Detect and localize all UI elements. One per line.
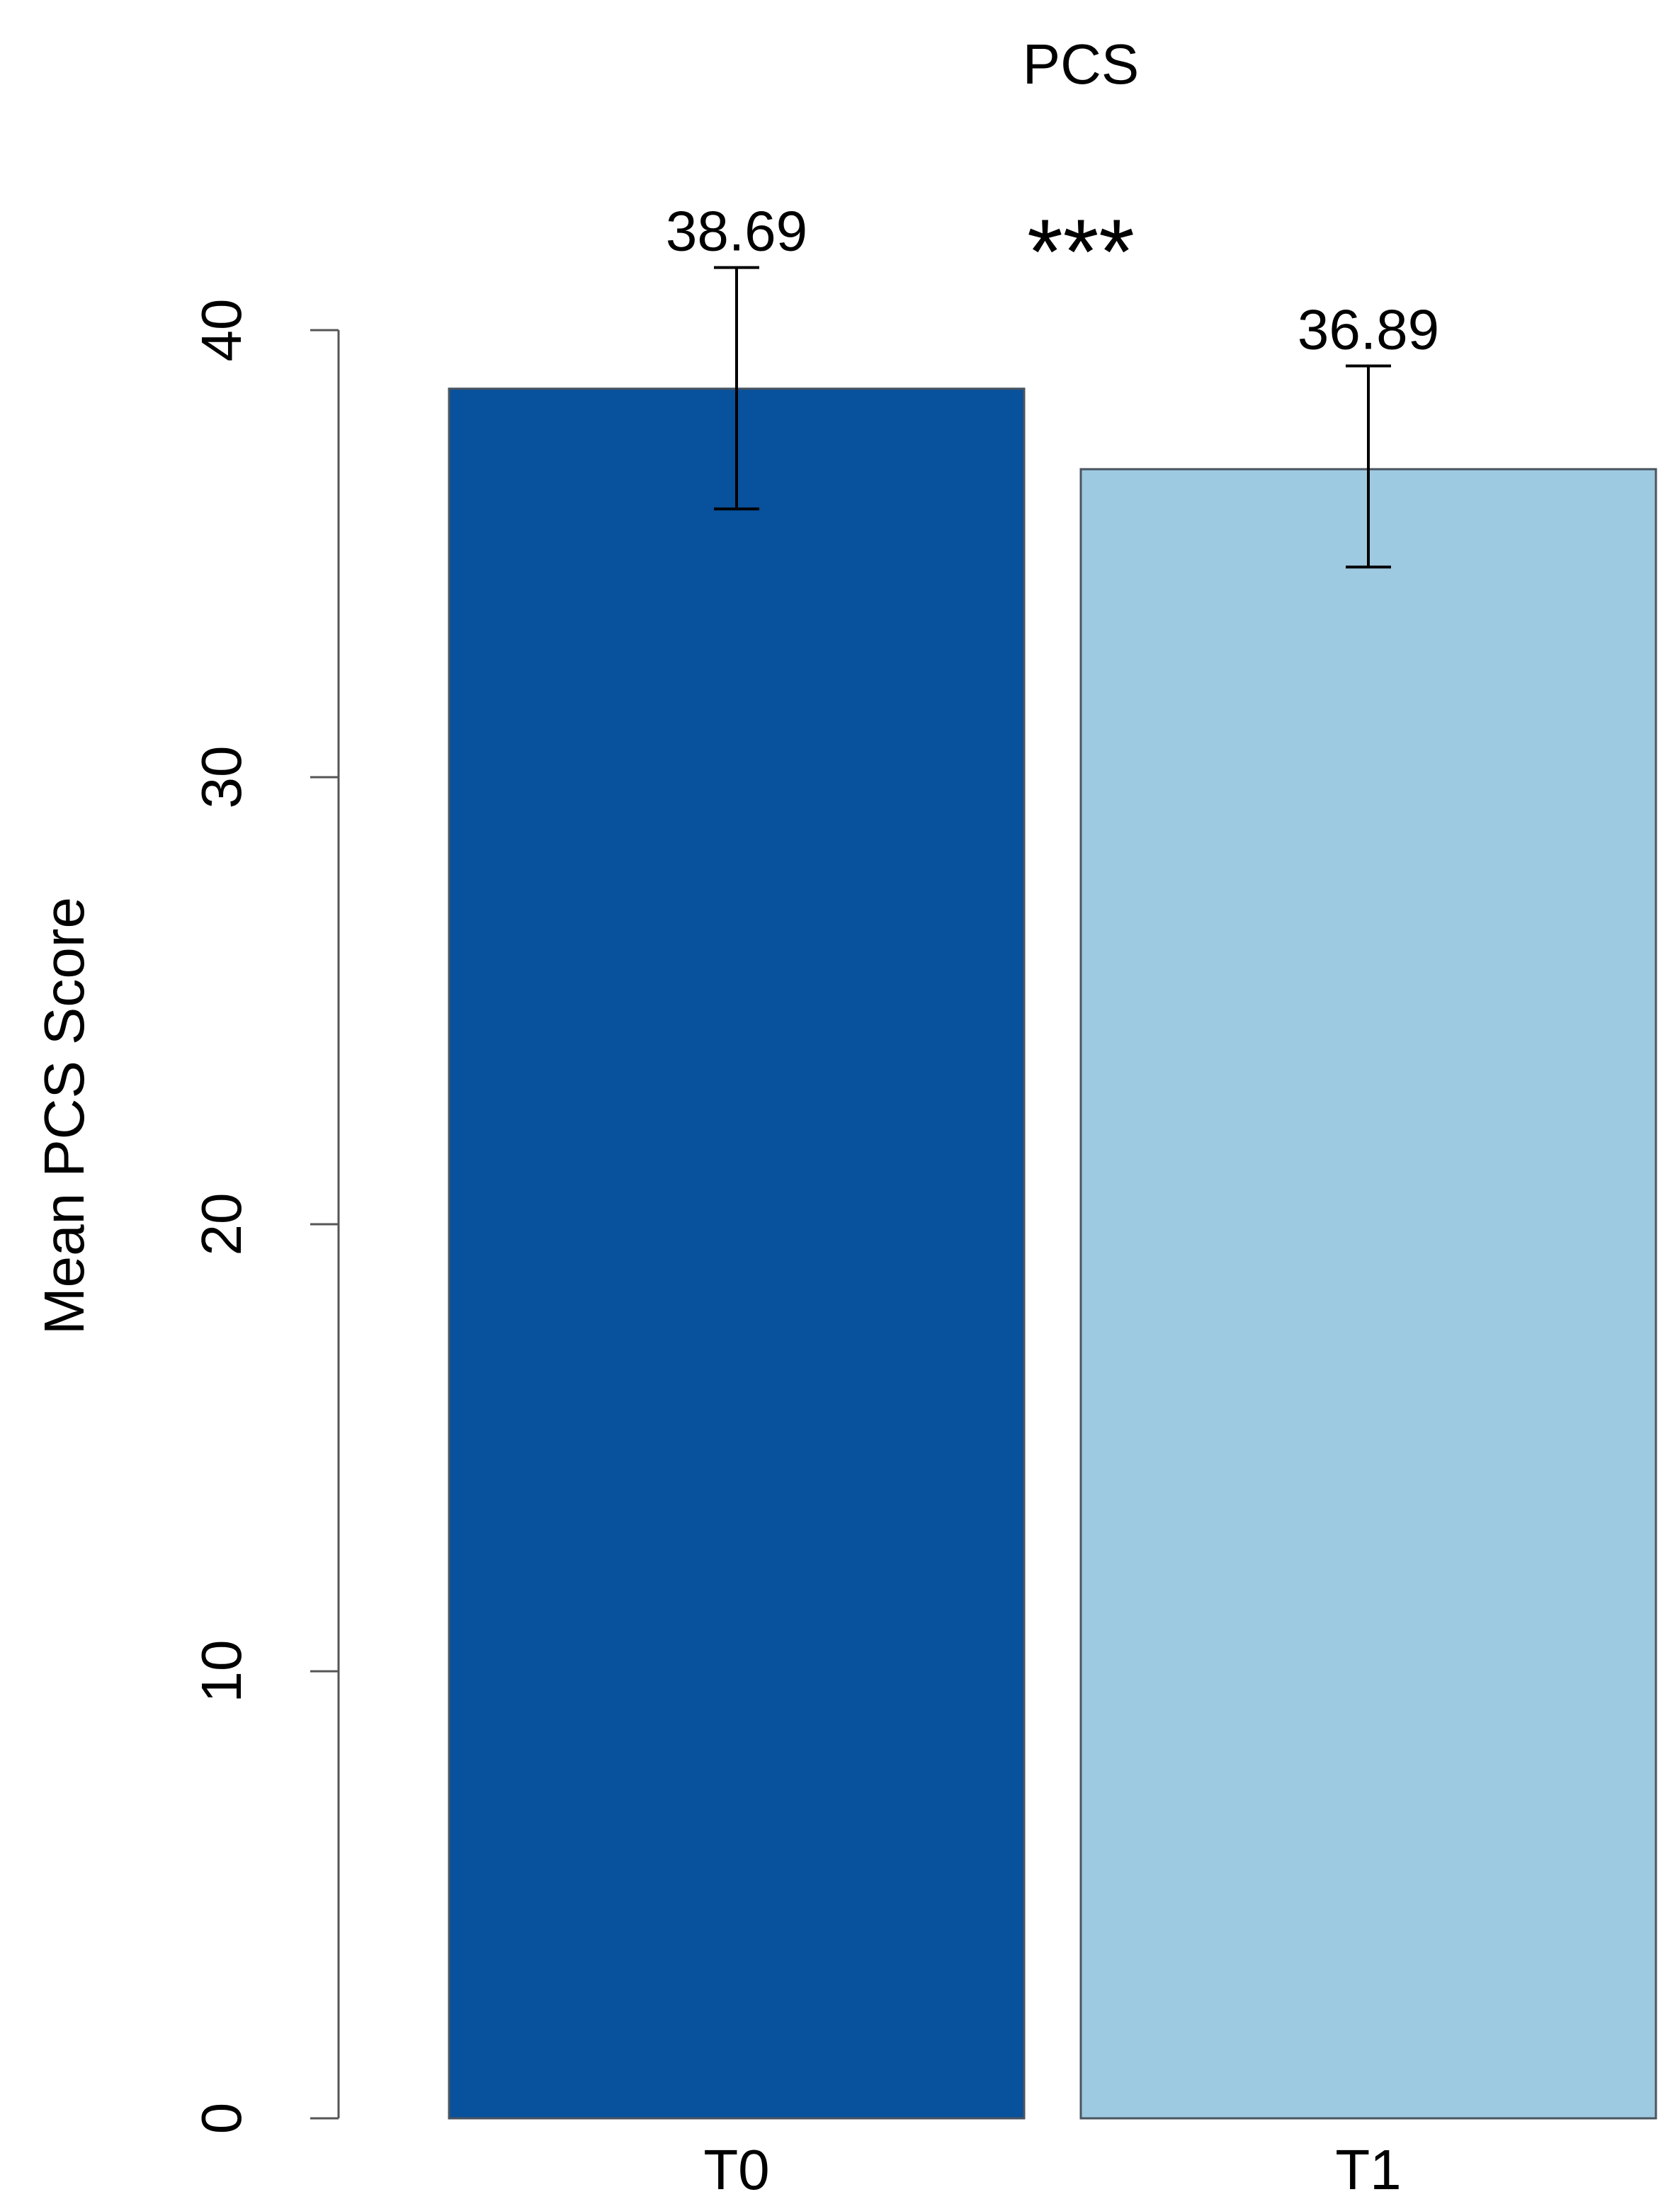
data-label: 38.69: [666, 200, 807, 263]
data-label: 36.89: [1298, 298, 1439, 361]
y-axis-label: Mean PCS Score: [33, 897, 96, 1335]
y-tick-label: 30: [190, 746, 253, 809]
bars: [448, 266, 1657, 2120]
x-tick-label: T0: [703, 2138, 769, 2201]
x-tick-label: T1: [1335, 2138, 1401, 2201]
y-tick-label: 10: [190, 1640, 253, 1703]
bar-t1: [1079, 468, 1657, 2120]
chart-title: PCS: [1023, 33, 1140, 96]
y-tick-label: 20: [190, 1193, 253, 1256]
bar-t0: [448, 388, 1026, 2120]
labels: 38.69 T0 36.89 T1: [666, 200, 1439, 2201]
y-tick-label: 40: [190, 299, 253, 362]
y-axis: 0 10 20 30 40: [190, 299, 340, 2135]
significance-marker: ***: [1027, 200, 1135, 303]
y-tick-label: 0: [190, 2103, 253, 2135]
